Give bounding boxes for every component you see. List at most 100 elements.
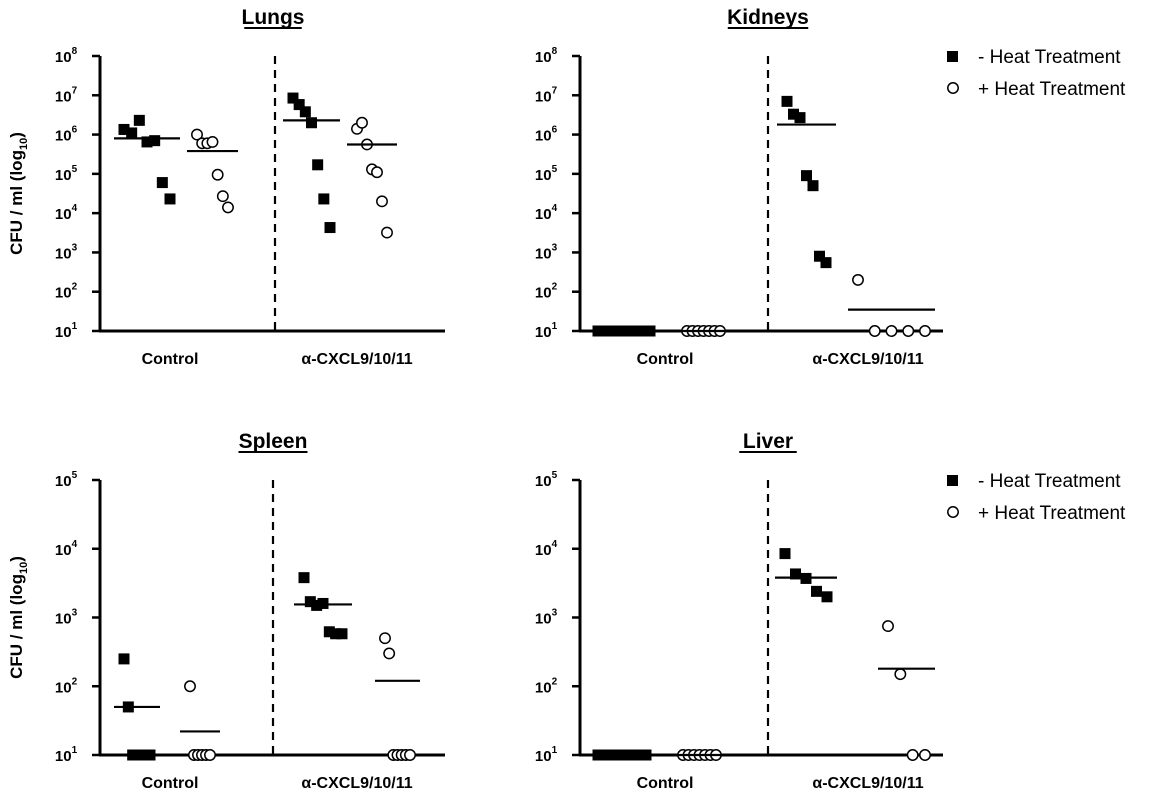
legend-label-minus-heat: - Heat Treatment [978, 47, 1121, 68]
data-point-filled-square [149, 135, 161, 147]
data-point-filled-square [779, 548, 791, 560]
legend-marker-open-circle [947, 82, 959, 94]
legend-label-plus-heat: + Heat Treatment [978, 79, 1126, 100]
data-point-filled-square [293, 99, 305, 111]
data-point-filled-square [299, 106, 311, 118]
category-label: Control [637, 351, 694, 368]
legend-label-minus-heat: - Heat Treatment [978, 471, 1121, 492]
y-tick-label: 107 [535, 85, 558, 105]
panel-title: Liver [743, 430, 793, 453]
data-point-filled-square [814, 250, 825, 262]
data-point-open-circle [868, 325, 881, 337]
data-point-filled-square [306, 117, 317, 129]
y-tick-label: 105 [55, 470, 78, 490]
y-tick-label: 108 [535, 46, 558, 66]
data-point-filled-square [323, 626, 335, 638]
panel-lungs: Lungs 101 102 103 104 105 106 107 108 Control α-CX… [7, 6, 445, 368]
y-tick-label: 101 [535, 745, 558, 765]
data-point-open-circle [191, 128, 203, 141]
y-tick-label: 105 [535, 164, 558, 184]
legend-marker-open-circle [947, 506, 959, 518]
data-point-filled-square [133, 114, 145, 126]
data-point-open-circle [919, 325, 931, 337]
y-tick-label: 105 [55, 164, 78, 184]
category-label: α-CXCL9/10/11 [812, 351, 923, 368]
data-point-open-circle [216, 190, 229, 203]
data-point-open-circle [381, 226, 393, 239]
data-point-filled-square [821, 591, 833, 603]
data-point-open-circle [356, 116, 368, 129]
y-tick-label: 106 [535, 125, 558, 145]
category-label: Control [637, 775, 694, 792]
y-tick-label: 104 [535, 203, 558, 223]
data-point-open-circle [902, 325, 915, 337]
data-point-open-circle [376, 195, 388, 208]
data-point-open-circle [404, 749, 416, 761]
y-tick-label: 102 [535, 676, 558, 696]
data-point-open-circle [852, 273, 864, 286]
legend: - Heat Treatment + Heat Treatment [947, 471, 1126, 524]
legend-marker-filled-square [947, 475, 958, 486]
y-tick-label: 104 [55, 203, 78, 223]
panel-spleen: Spleen 101 102 103 104 105 Control α-CXCL9/10/1… [7, 430, 445, 792]
data-point-filled-square [324, 222, 336, 234]
panel-title: Kidneys [727, 6, 809, 29]
category-label: Control [142, 775, 199, 792]
data-point-filled-square [144, 749, 156, 761]
data-point-filled-square [156, 177, 168, 189]
data-point-filled-square [794, 112, 806, 124]
data-point-open-circle [885, 325, 898, 337]
y-axis-label: CFU / ml (log10) [7, 132, 30, 255]
data-point-filled-square [336, 628, 348, 640]
data-point-filled-square [788, 108, 799, 120]
panel-liver: Liver 101 102 103 104 105 Control α-CXCL9/10/11… [535, 430, 1126, 792]
y-tick-label: 102 [535, 282, 558, 302]
legend-marker-filled-square [947, 51, 958, 62]
data-point-filled-square [126, 127, 138, 139]
data-point-filled-square [781, 95, 793, 107]
panel-kidneys: Kidneys 101 102 103 104 105 106 107 108 Control α-… [535, 6, 1126, 368]
y-tick-label: 104 [55, 539, 78, 559]
y-tick-label: 103 [55, 242, 78, 262]
y-tick-label: 105 [535, 470, 558, 490]
data-point-open-circle [379, 632, 391, 645]
y-tick-label: 106 [55, 125, 78, 145]
data-point-filled-square [118, 123, 130, 135]
data-point-open-circle [919, 749, 931, 761]
category-label: Control [142, 351, 199, 368]
data-point-filled-square [287, 92, 299, 104]
data-point-open-circle [211, 168, 224, 181]
data-point-open-circle [371, 166, 383, 179]
data-point-filled-square [312, 159, 324, 171]
data-point-open-circle [204, 749, 216, 761]
data-point-filled-square [801, 170, 812, 182]
data-point-filled-square [304, 596, 316, 608]
y-tick-label: 101 [55, 745, 78, 765]
data-point-open-circle [206, 135, 219, 148]
legend-label-plus-heat: + Heat Treatment [978, 503, 1126, 524]
data-point-open-circle [906, 749, 919, 761]
data-point-filled-square [118, 653, 130, 665]
y-tick-label: 103 [55, 608, 78, 628]
data-point-filled-square [298, 572, 310, 584]
data-point-open-circle [222, 201, 234, 214]
data-point-filled-square [811, 585, 822, 597]
y-tick-label: 103 [535, 242, 558, 262]
y-tick-label: 104 [535, 539, 558, 559]
data-point-filled-square [807, 180, 819, 192]
y-axis-label: CFU / ml (log10) [7, 556, 30, 679]
y-tick-label: 101 [55, 321, 78, 341]
data-point-open-circle [882, 620, 894, 633]
data-point-open-circle [184, 680, 196, 693]
panel-title: Spleen [239, 430, 308, 453]
y-tick-label: 108 [55, 46, 78, 66]
y-tick-label: 107 [55, 85, 78, 105]
y-tick-label: 102 [55, 676, 78, 696]
y-tick-label: 101 [535, 321, 558, 341]
data-point-filled-square [318, 193, 330, 205]
data-point-filled-square [330, 628, 342, 640]
data-point-filled-square [164, 193, 176, 205]
category-label: α-CXCL9/10/11 [301, 351, 412, 368]
data-point-filled-square [141, 136, 153, 148]
y-tick-label: 102 [55, 282, 78, 302]
